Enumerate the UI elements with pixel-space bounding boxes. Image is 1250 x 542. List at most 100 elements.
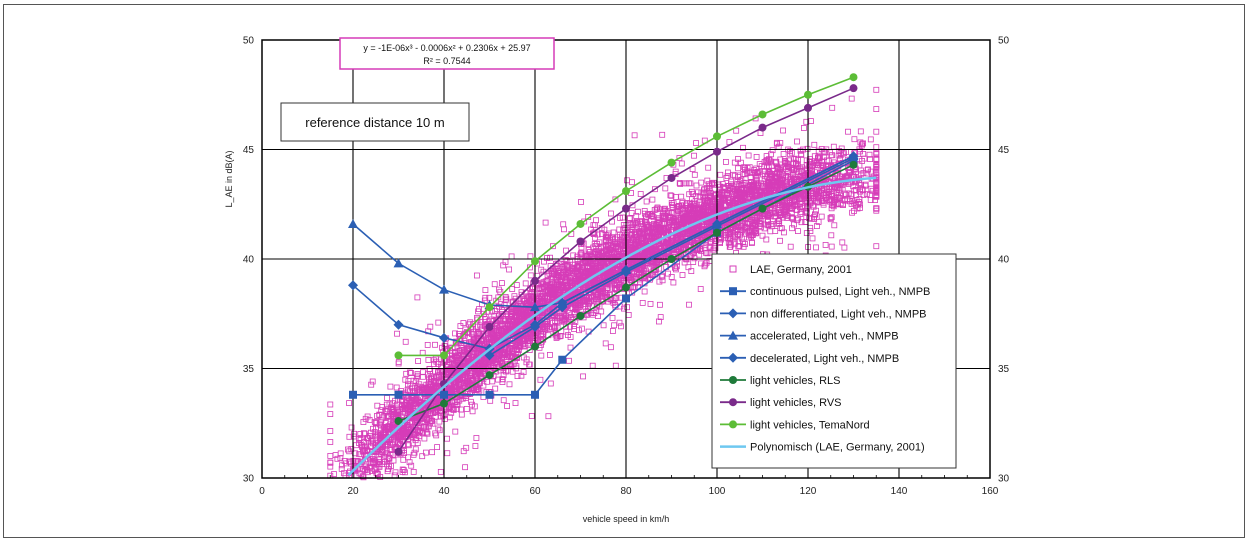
scatter-point (547, 254, 553, 261)
scatter-point (495, 294, 502, 301)
scatter-point (690, 259, 697, 265)
scatter-point (668, 192, 675, 199)
scatter-point (795, 228, 801, 235)
scatter-point (782, 166, 789, 172)
scatter-point (664, 208, 671, 215)
scatter-point (616, 319, 623, 326)
scatter-point (502, 293, 509, 300)
scatter-point (702, 261, 709, 268)
scatter-point (373, 469, 380, 476)
scatter-point (458, 411, 465, 418)
scatter-point (457, 406, 464, 413)
scatter-point (668, 273, 675, 280)
scatter-point (647, 300, 654, 307)
scatter-point (392, 469, 399, 476)
scatter-point (624, 304, 630, 311)
scatter-point (434, 444, 441, 451)
scatter-point (704, 250, 711, 257)
scatter-point (384, 457, 391, 464)
scatter-point (414, 440, 421, 447)
scatter-point (389, 451, 396, 458)
scatter-point (830, 143, 837, 150)
scatter-point (514, 309, 521, 316)
scatter-point (592, 222, 598, 229)
scatter-point (705, 197, 712, 204)
scatter-point (541, 258, 547, 265)
scatter-point (823, 157, 830, 164)
scatter-point (552, 266, 559, 273)
scatter-point (327, 463, 334, 470)
scatter-point (804, 210, 810, 216)
scatter-point (327, 411, 334, 418)
scatter-point (649, 210, 656, 217)
scatter-point (551, 265, 558, 272)
scatter-point (649, 196, 656, 203)
scatter-point (724, 173, 731, 179)
scatter-point (691, 255, 698, 262)
scatter-point (803, 118, 810, 125)
scatter-point (781, 229, 787, 236)
scatter-point (414, 294, 421, 301)
scatter-point (678, 193, 685, 200)
scatter-point (813, 244, 819, 251)
scatter-point (481, 359, 488, 366)
scatter-point (506, 381, 513, 388)
scatter-point (764, 163, 770, 170)
scatter-point (547, 351, 553, 358)
scatter-point (546, 270, 553, 277)
scatter-point (401, 469, 408, 476)
scatter-point (502, 350, 508, 357)
scatter-point (684, 200, 691, 206)
scatter-point (522, 280, 529, 287)
scatter-point (507, 353, 514, 360)
scatter-point (783, 214, 790, 221)
scatter-point (747, 174, 754, 181)
scatter-point (528, 413, 535, 419)
scatter-point (795, 157, 801, 163)
scatter-point (626, 215, 633, 222)
scatter-point (809, 235, 816, 242)
scatter-point (782, 159, 789, 166)
scatter-point (691, 171, 698, 178)
scatter-point (693, 140, 699, 147)
scatter-point (520, 369, 527, 376)
scatter-point (496, 303, 502, 310)
scatter-point (735, 156, 741, 162)
scatter-point (801, 125, 807, 131)
scatter-point (571, 323, 577, 329)
scatter-point (864, 170, 871, 177)
scatter-point (414, 383, 421, 390)
scatter-point (575, 262, 582, 269)
scatter-point (462, 464, 469, 471)
scatter-point (742, 225, 749, 232)
scatter-point (348, 424, 355, 431)
scatter-point (858, 182, 864, 189)
scatter-point (419, 349, 426, 356)
scatter-point (593, 217, 599, 224)
scatter-point (512, 400, 519, 407)
scatter-point (669, 201, 675, 208)
scatter-point (341, 457, 348, 464)
scatter-point (673, 210, 680, 217)
scatter-point (793, 160, 800, 167)
scatter-point (616, 226, 623, 233)
scatter-point (467, 398, 474, 405)
scatter-point (431, 361, 437, 367)
scatter-point (472, 443, 479, 449)
scatter-point (761, 225, 768, 232)
scatter-point (600, 322, 607, 329)
scatter-point (837, 200, 844, 207)
scatter-point (369, 378, 376, 385)
scatter-point (610, 242, 617, 249)
scatter-point (735, 165, 741, 172)
scatter-point (544, 255, 550, 262)
scatter-point (673, 266, 679, 273)
scatter-point (787, 151, 793, 158)
scatter-point (667, 192, 674, 199)
scatter-point (425, 356, 432, 363)
scatter-point (798, 151, 804, 157)
scatter-point (495, 286, 502, 293)
scatter-point (550, 243, 556, 250)
scatter-point (857, 128, 864, 135)
